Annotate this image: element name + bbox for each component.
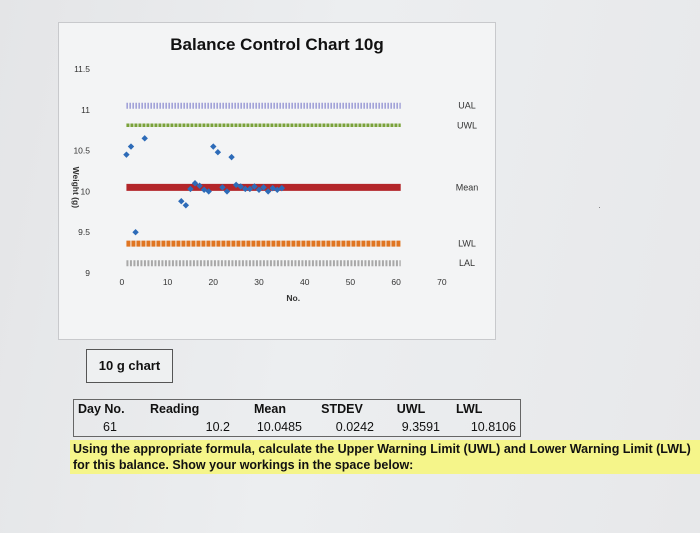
x-tick-label: 50: [346, 277, 356, 287]
data-point: [182, 202, 190, 209]
data-point: [246, 185, 254, 193]
data-point: [178, 197, 185, 205]
table-row: 61 10.2 10.0485 0.0242 9.3591 10.8106: [73, 418, 521, 437]
y-tick-label: 10.5: [73, 146, 90, 156]
legend-label-uwl: UWL: [457, 120, 477, 130]
data-point: [260, 184, 267, 191]
y-tick-label: 10: [81, 186, 91, 196]
legend-label-mean: Mean: [456, 182, 479, 192]
data-point: [278, 184, 286, 192]
data-point: [269, 184, 276, 192]
data-table: Day No. Reading Mean STDEV UWL LWL 61 10…: [73, 399, 521, 437]
header-uwl: UWL: [378, 399, 444, 418]
question-text: Using the appropriate formula, calculate…: [70, 440, 700, 474]
header-lwl: LWL: [444, 399, 521, 418]
cell-stdev: 0.0242: [306, 418, 378, 437]
data-point: [127, 143, 135, 150]
data-point: [228, 153, 235, 161]
header-stdev: STDEV: [306, 399, 378, 418]
x-tick-label: 60: [391, 277, 401, 287]
x-tick-label: 70: [437, 277, 447, 287]
data-point: [219, 184, 226, 191]
x-axis-label: No.: [286, 293, 300, 303]
x-tick-label: 0: [119, 277, 124, 287]
control-chart: Balance Control Chart 10g 9 9.5 10 10.5 11 11.…: [71, 35, 479, 303]
y-tick-label: 9.5: [78, 227, 90, 237]
cell-reading: 10.2: [146, 418, 234, 437]
data-point: [123, 151, 130, 158]
data-point: [223, 188, 231, 195]
y-tick-label: 11.5: [74, 64, 90, 74]
header-mean: Mean: [234, 399, 306, 418]
y-tick-label: 9: [85, 268, 90, 278]
chart-note-box: 10 g chart: [86, 349, 173, 383]
legend-label-lal: LAL: [459, 258, 475, 268]
data-point: [237, 183, 244, 190]
data-point: [187, 185, 194, 193]
cell-mean: 10.0485: [234, 418, 306, 437]
x-tick-label: 40: [300, 277, 310, 287]
chart-note-label: 10 g chart: [98, 358, 161, 373]
table-header-row: Day No. Reading Mean STDEV UWL LWL: [73, 399, 521, 418]
cell-day-no: 61: [73, 418, 146, 437]
cell-uwl: 9.3591: [378, 418, 444, 437]
data-point: [242, 185, 249, 193]
cell-lwl: 10.8106: [444, 418, 521, 437]
data-point: [205, 188, 212, 195]
data-point: [232, 181, 240, 189]
data-point: [214, 149, 222, 156]
data-point: [191, 180, 199, 187]
data-point: [196, 182, 203, 189]
chart-title: Balance Control Chart 10g: [170, 35, 384, 54]
cursor-dot: ·: [598, 202, 601, 212]
legend-label-ual: UAL: [458, 101, 476, 111]
x-tick-label: 30: [254, 277, 264, 287]
legend-label-lwl: LWL: [458, 239, 476, 249]
x-tick-label: 10: [163, 277, 173, 287]
data-point: [210, 143, 217, 150]
y-tick-label: 11: [81, 105, 90, 115]
chart-frame: Balance Control Chart 10g 9 9.5 10 10.5 11 11.…: [58, 22, 496, 340]
data-point: [132, 229, 139, 236]
y-axis-label: Weight (g): [71, 167, 81, 209]
data-point: [251, 183, 258, 190]
header-day-no: Day No.: [73, 399, 146, 418]
x-tick-label: 20: [209, 277, 219, 287]
data-point: [141, 135, 148, 142]
header-reading: Reading: [146, 399, 234, 418]
